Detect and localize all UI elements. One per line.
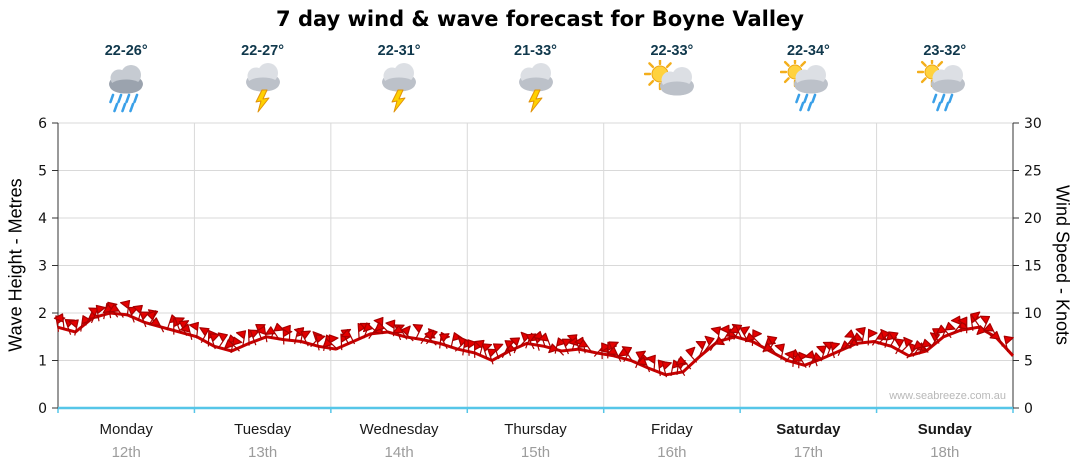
svg-text:20: 20 (1024, 211, 1042, 227)
left-axis-ticks: 0 1 2 3 4 5 6 (38, 116, 58, 417)
sun-cloud-showers-icon (780, 56, 836, 119)
sun-cloud-icon (643, 57, 700, 119)
day-label: Saturday (776, 421, 841, 438)
day-label: Sunday (917, 421, 972, 438)
temperature-range: 23-32° (923, 43, 967, 59)
svg-text:0: 0 (1024, 401, 1033, 417)
date-label: 16th (657, 444, 687, 461)
day-label: Tuesday (234, 421, 292, 438)
svg-text:3: 3 (38, 259, 47, 275)
temperature-range: 22-33° (650, 43, 694, 59)
date-label: 14th (384, 444, 414, 461)
watermark: www.seabreeze.com.au (889, 390, 1006, 402)
svg-text:4: 4 (38, 211, 47, 227)
temperature-range: 22-31° (377, 43, 421, 59)
day-label: Wednesday (359, 421, 439, 438)
heavy-rain-icon (98, 60, 154, 119)
storm-icon (371, 60, 427, 119)
svg-text:10: 10 (1024, 306, 1042, 322)
date-label: 18th (930, 444, 960, 461)
svg-text:6: 6 (38, 116, 47, 132)
right-axis-ticks: 0 5 10 15 20 25 30 (1013, 116, 1042, 417)
day-label: Monday (99, 421, 153, 438)
date-label: 17th (793, 444, 823, 461)
page-title: 7 day wind & wave forecast for Boyne Val… (276, 7, 804, 31)
storm-icon (235, 60, 291, 119)
day-label: Friday (651, 421, 693, 438)
temperature-range: 22-26° (104, 43, 148, 59)
date-label: 13th (247, 444, 278, 461)
right-axis-label: Wind Speed - Knots (1052, 184, 1073, 346)
date-label: 15th (520, 444, 551, 461)
temperature-range: 22-27° (241, 43, 285, 59)
temperature-range: 21-33° (514, 43, 557, 59)
sun-cloud-showers-icon (916, 56, 973, 119)
chart-grid (58, 122, 1013, 408)
svg-text:15: 15 (1024, 259, 1042, 275)
wind-barbs-series (53, 299, 1015, 378)
storm-icon (508, 60, 564, 119)
svg-text:1: 1 (38, 354, 47, 370)
svg-text:5: 5 (38, 164, 47, 180)
svg-text:30: 30 (1024, 116, 1042, 132)
day-label: Thursday (504, 421, 567, 438)
chart-axes (57, 123, 1014, 413)
temperature-range: 22-34° (786, 43, 830, 59)
svg-text:2: 2 (38, 306, 47, 322)
left-axis-label: Wave Height - Metres (5, 178, 26, 352)
svg-text:0: 0 (38, 401, 47, 417)
svg-text:25: 25 (1024, 164, 1042, 180)
svg-text:5: 5 (1024, 354, 1033, 370)
date-label: 12th (111, 444, 141, 461)
